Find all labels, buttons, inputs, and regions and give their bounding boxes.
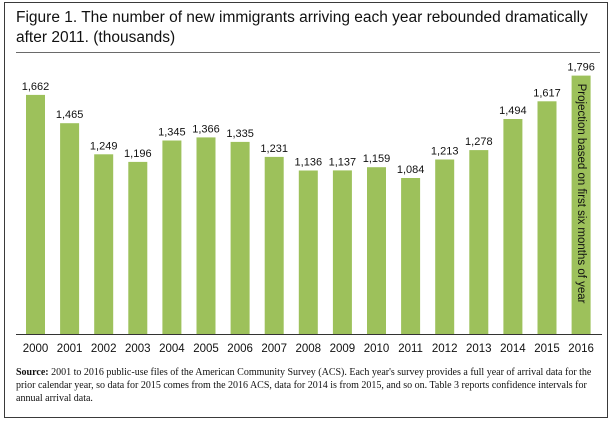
projection-annotation: Projection based on first six months of … [575, 84, 587, 304]
bar-2003 [128, 161, 148, 334]
x-tick-2004: 2004 [159, 343, 185, 355]
x-tick-2003: 2003 [125, 343, 151, 355]
x-tick-2012: 2012 [432, 343, 458, 355]
value-label-2009: 1,137 [329, 156, 357, 168]
x-tick-2016: 2016 [568, 343, 594, 355]
bar-2011 [401, 178, 421, 334]
value-label-2006: 1,335 [226, 128, 254, 140]
title-divider [16, 52, 600, 53]
x-tick-2010: 2010 [364, 343, 390, 355]
value-label-2008: 1,136 [295, 157, 323, 169]
value-label-2012: 1,213 [431, 146, 459, 158]
x-tick-2008: 2008 [296, 343, 322, 355]
value-label-2015: 1,617 [533, 87, 561, 99]
value-label-2001: 1,465 [56, 109, 84, 121]
bar-2004 [162, 140, 182, 334]
source-text: 2001 to 2016 public-use files of the Ame… [16, 367, 592, 404]
x-tick-2005: 2005 [193, 343, 219, 355]
x-tick-2002: 2002 [91, 343, 117, 355]
bar-2001 [60, 123, 80, 334]
bar-group [26, 75, 591, 335]
value-label-2016: 1,796 [567, 62, 595, 74]
value-label-2007: 1,231 [260, 143, 288, 155]
x-tick-2009: 2009 [330, 343, 356, 355]
bar-2006 [230, 141, 250, 334]
x-tick-group: 2000 2001 2002 2003 2004 2005 2006 2007 2008 2009… [23, 343, 594, 355]
bar-2014 [503, 119, 523, 334]
chart-title: Figure 1. The number of new immigrants a… [16, 9, 588, 46]
x-tick-2001: 2001 [57, 343, 83, 355]
value-label-group: 1,662 1,465 1,249 1,196 1,345 1,366 1,335 1,231… [22, 62, 595, 176]
bar-2000 [26, 94, 45, 335]
x-tick-2007: 2007 [261, 343, 287, 355]
bar-2008 [298, 170, 318, 334]
bar-2007 [264, 156, 284, 334]
bar-2005 [196, 137, 216, 334]
bar-2002 [94, 154, 114, 334]
bar-2015 [537, 101, 557, 334]
value-label-2010: 1,159 [363, 153, 391, 165]
x-tick-2006: 2006 [227, 343, 253, 355]
value-label-2000: 1,662 [22, 81, 50, 93]
value-label-2013: 1,278 [465, 136, 493, 148]
value-label-2002: 1,249 [90, 140, 118, 152]
x-tick-2015: 2015 [534, 343, 560, 355]
bar-2010 [367, 167, 386, 334]
x-tick-2000: 2000 [23, 343, 49, 355]
value-label-2004: 1,345 [158, 127, 186, 139]
value-label-2014: 1,494 [499, 105, 527, 117]
value-label-2005: 1,366 [192, 123, 220, 135]
bar-2013 [469, 150, 489, 334]
x-tick-2013: 2013 [466, 343, 492, 355]
bar-2012 [435, 159, 455, 334]
bar-2009 [332, 170, 352, 334]
source-label: Source: [16, 367, 49, 378]
value-label-2011: 1,084 [397, 164, 425, 176]
source-note: Source: 2001 to 2016 public-use files of… [16, 366, 602, 405]
bar-2016 [571, 75, 591, 334]
value-label-2003: 1,196 [124, 148, 152, 160]
x-tick-2014: 2014 [500, 343, 526, 355]
x-tick-2011: 2011 [398, 343, 423, 355]
